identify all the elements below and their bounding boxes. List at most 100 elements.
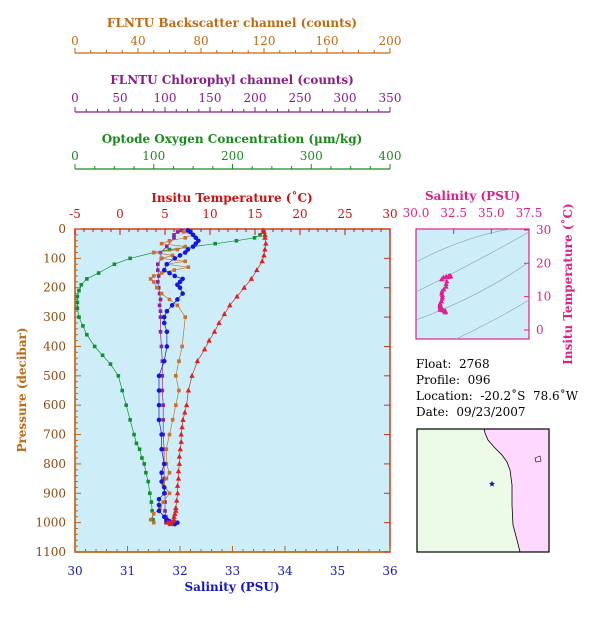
- temperature-tick-label: 25: [337, 207, 352, 221]
- series-point-chl: [160, 388, 165, 393]
- series-point-temp: [173, 504, 179, 510]
- series-point-sal: [156, 417, 162, 423]
- top-axis-tick-label-1: 200: [244, 91, 267, 105]
- series-point-sal: [164, 261, 170, 267]
- series-point-temp: [171, 513, 177, 519]
- series-point-bs: [155, 285, 159, 290]
- series-point-oxy: [128, 418, 132, 422]
- series-point-sal: [193, 241, 199, 246]
- pressure-tick-label: 700: [43, 428, 66, 442]
- series-point-temp: [194, 358, 201, 364]
- series-point-sal: [167, 270, 172, 276]
- series-point-bs: [164, 447, 169, 452]
- series-point-oxy: [108, 362, 113, 366]
- series-point-chl: [157, 291, 162, 296]
- series-point-bs: [158, 506, 162, 510]
- series-point-bs: [167, 470, 172, 475]
- series-point-sal: [161, 514, 167, 520]
- series-point-chl: [158, 297, 163, 302]
- top-axis-tick-label-0: 0: [71, 34, 79, 48]
- salinity-axis-title: Salinity (PSU): [184, 580, 279, 594]
- series-point-temp: [179, 424, 185, 430]
- ts-temperature-tick-label: 30: [536, 223, 551, 237]
- series-point-temp: [262, 231, 268, 237]
- series-point-oxy: [142, 462, 147, 466]
- series-point-temp: [175, 468, 182, 474]
- ts-point: [443, 281, 449, 286]
- series-point-bs: [164, 476, 169, 481]
- series-point-chl: [162, 447, 166, 452]
- series-point-chl: [159, 344, 164, 349]
- series-point-chl: [156, 274, 161, 278]
- series-point-bs: [183, 315, 188, 319]
- series-point-chl: [162, 476, 166, 481]
- series-point-temp: [262, 234, 268, 240]
- top-axis-tick-label-0: 160: [316, 34, 339, 48]
- series-point-oxy: [132, 432, 136, 437]
- pressure-tick-label: 800: [43, 457, 66, 471]
- series-point-bs: [170, 253, 175, 258]
- series-point-sal: [169, 303, 175, 308]
- series-point-oxy: [77, 315, 81, 319]
- series-point-temp: [221, 311, 228, 317]
- salinity-tick-label: 36: [382, 564, 397, 578]
- series-point-sal: [172, 273, 178, 279]
- series-point-temp: [216, 319, 222, 325]
- series-point-sal: [175, 282, 180, 288]
- pressure-tick-label: 1100: [35, 545, 66, 559]
- series-point-oxy: [100, 353, 105, 358]
- series-point-temp: [248, 275, 255, 281]
- series-point-chl: [175, 230, 180, 234]
- series-point-temp: [172, 510, 178, 516]
- salinity-tick-label: 33: [225, 564, 240, 578]
- series-point-temp: [176, 460, 183, 466]
- temperature-tick-label: 20: [292, 207, 307, 221]
- temperature-tick-label: 15: [247, 207, 262, 221]
- series-point-sal: [161, 461, 167, 467]
- top-axis-tick-label-2: 0: [71, 149, 79, 163]
- ts-plot-area: [415, 228, 530, 340]
- pressure-tick-label: 500: [43, 369, 66, 383]
- series-point-sal: [172, 256, 178, 261]
- series-point-sal: [180, 276, 185, 282]
- plot-area: [74, 228, 391, 553]
- series-point-oxy: [234, 238, 239, 243]
- series-point-bs: [167, 297, 172, 302]
- series-point-bs: [183, 236, 188, 240]
- float-location-marker: [489, 480, 495, 487]
- series-point-sal: [161, 320, 167, 326]
- series-point-sal: [177, 279, 183, 285]
- series-point-chl: [160, 374, 165, 378]
- series-point-bs: [180, 344, 184, 349]
- series-point-sal: [190, 244, 196, 249]
- series-point-temp: [178, 438, 184, 444]
- series-point-sal: [156, 388, 162, 393]
- top-axis-tick-label-1: 100: [154, 91, 177, 105]
- pressure-tick-label: 900: [43, 486, 66, 500]
- series-point-temp: [259, 258, 265, 264]
- series-point-sal: [177, 253, 183, 258]
- ts-temperature-tick-label: 0: [536, 323, 544, 337]
- series-point-sal: [193, 235, 199, 241]
- pressure-tick-label: 600: [43, 398, 66, 412]
- series-point-temp: [254, 267, 260, 273]
- top-axis-tick-label-1: 0: [71, 91, 79, 105]
- series-point-chl: [161, 403, 165, 407]
- float-label: Float: 2768: [416, 357, 490, 371]
- series-point-bs: [183, 259, 188, 264]
- series-point-temp: [176, 453, 183, 459]
- series-point-oxy: [112, 262, 117, 267]
- ts-salinity-title: Salinity (PSU): [425, 189, 520, 203]
- ts-temperature-tick-label: 10: [536, 290, 551, 304]
- float-info: Float: 2768 Profile: 096 Location: -20.2…: [416, 356, 578, 420]
- ts-density-contour: [415, 231, 530, 293]
- top-axis-tick-label-2: 400: [379, 149, 402, 163]
- ts-point: [439, 295, 445, 301]
- series-point-bs: [151, 520, 156, 525]
- series-point-temp: [173, 507, 179, 513]
- top-axis-title-2: Optode Oxygen Concentration (µm/kg): [102, 132, 363, 146]
- ts-temperature-tick-label: 20: [536, 256, 551, 270]
- series-point-oxy: [75, 300, 80, 305]
- top-axis-tick-label-2: 200: [221, 149, 244, 163]
